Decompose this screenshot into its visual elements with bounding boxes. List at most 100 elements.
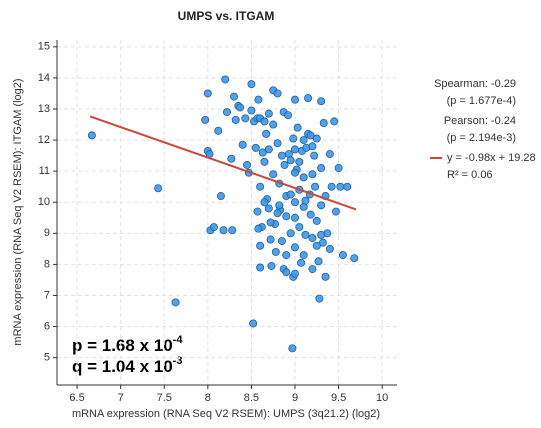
point	[273, 139, 282, 148]
point	[286, 156, 295, 165]
point	[299, 251, 308, 260]
legend-label: y = -0.98x + 19.28	[447, 152, 536, 164]
point	[310, 151, 319, 160]
point	[247, 80, 256, 89]
point	[277, 151, 286, 160]
point	[343, 182, 352, 191]
point	[238, 140, 247, 149]
y-tick-label: 15	[38, 41, 50, 53]
point	[317, 97, 326, 106]
point	[314, 257, 323, 266]
point	[277, 237, 286, 246]
point	[289, 134, 298, 143]
point	[209, 223, 218, 232]
point	[214, 126, 223, 135]
point	[282, 268, 291, 277]
point	[350, 254, 359, 263]
point	[306, 210, 315, 219]
point	[308, 265, 317, 274]
point	[301, 230, 310, 239]
point	[290, 145, 299, 154]
point	[249, 319, 258, 328]
y-tick-label: 9	[44, 227, 50, 239]
x-tick-label: 10	[376, 392, 388, 404]
y-tick-label: 14	[38, 72, 50, 84]
point	[299, 173, 308, 182]
point	[290, 198, 299, 207]
point	[311, 182, 320, 191]
point	[264, 145, 273, 154]
point	[266, 218, 275, 227]
point	[321, 272, 330, 281]
point	[290, 243, 299, 252]
x-tick-label: 9	[292, 392, 298, 404]
point	[312, 241, 321, 250]
point	[284, 111, 293, 120]
point	[273, 89, 282, 98]
point	[251, 143, 260, 152]
point	[286, 190, 295, 199]
chart-title: UMPS vs. ITGAM	[178, 9, 275, 23]
annotation: R² = 0.06	[447, 169, 493, 181]
y-tick-label: 5	[44, 352, 50, 364]
trend-line	[89, 115, 357, 211]
point	[282, 212, 291, 221]
point	[229, 92, 238, 101]
point	[327, 182, 336, 191]
point	[290, 213, 299, 222]
y-tick-label: 7	[44, 289, 50, 301]
point	[256, 182, 265, 191]
point	[338, 251, 347, 260]
point	[253, 207, 262, 216]
point	[241, 114, 250, 123]
point	[308, 142, 317, 151]
annotation: (p = 2.194e-3)	[447, 132, 516, 144]
y-tick-label: 8	[44, 258, 50, 270]
q-text: q = 1.04 x 10	[72, 357, 173, 376]
point	[243, 160, 252, 169]
y-tick-label: 10	[38, 196, 50, 208]
point	[317, 164, 326, 173]
point	[254, 95, 263, 104]
point	[299, 136, 308, 145]
point	[264, 109, 273, 118]
y-tick-label: 13	[38, 103, 50, 115]
point	[271, 247, 280, 256]
point	[295, 223, 304, 232]
x-axis-label: mRNA expression (RNA Seq V2 RSEM): UMPS …	[72, 408, 380, 420]
x-tick-label: 8	[205, 392, 211, 404]
point	[87, 131, 96, 140]
p-value: p = 1.68 x 10-4	[72, 334, 183, 356]
point	[203, 89, 212, 98]
point	[295, 157, 304, 166]
point	[336, 182, 345, 191]
point	[317, 201, 326, 210]
point	[317, 230, 326, 239]
point	[275, 201, 284, 210]
point	[267, 261, 276, 270]
point	[297, 258, 306, 267]
point	[228, 226, 237, 235]
x-tick-label: 7	[118, 392, 124, 404]
point	[247, 106, 256, 115]
annotation: Pearson: -0.24	[444, 115, 516, 127]
y-axis-label: mRNA expression (RNA Seq V2 RSEM): ITGAM…	[12, 78, 24, 345]
point	[216, 192, 225, 201]
point	[219, 226, 228, 235]
point	[154, 184, 163, 193]
point	[273, 209, 282, 218]
y-tick-label: 6	[44, 320, 50, 332]
point	[325, 150, 334, 159]
point	[290, 95, 299, 104]
point	[290, 168, 299, 177]
point	[319, 118, 328, 127]
point	[231, 115, 240, 124]
point	[282, 251, 291, 260]
point	[304, 94, 313, 103]
q-sup: -3	[173, 355, 183, 367]
point	[227, 154, 236, 163]
p-text: p = 1.68 x 10	[72, 336, 173, 355]
point	[264, 204, 273, 213]
point	[286, 229, 295, 238]
annotation: Spearman: -0.29	[434, 78, 516, 90]
